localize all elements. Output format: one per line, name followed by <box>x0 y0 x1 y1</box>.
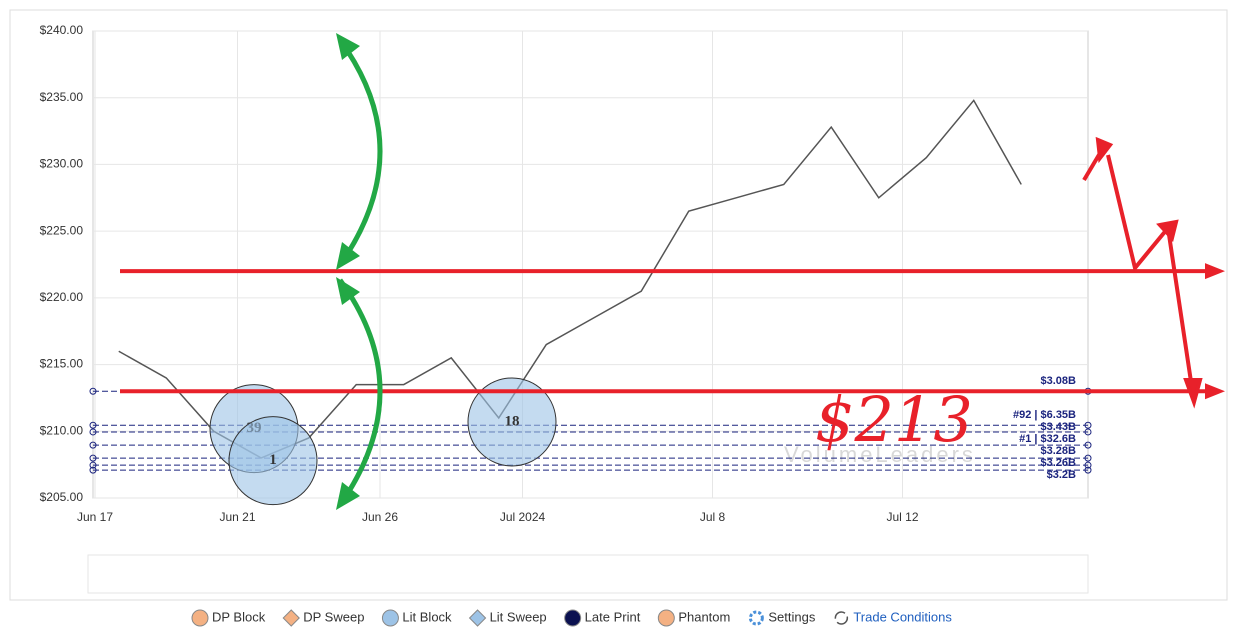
level-marker <box>89 428 97 436</box>
x-tick-label: Jun 21 <box>219 510 255 524</box>
legend-button[interactable]: Settings <box>768 609 815 624</box>
x-tick-label: Jul 8 <box>700 510 726 524</box>
legend-icon <box>834 611 849 625</box>
y-tick-label: $230.00 <box>40 157 84 171</box>
level-label: #1 | $32.6B <box>1019 433 1076 445</box>
level-marker <box>1084 454 1092 462</box>
arc <box>337 278 383 507</box>
legend-icon <box>748 610 764 626</box>
legend-item: DP Block <box>212 609 266 624</box>
legend-icon <box>282 609 300 627</box>
trade-bubble <box>467 377 557 467</box>
level-label: #92 | $6.35B <box>1013 409 1076 421</box>
legend-item: Late Print <box>585 609 641 624</box>
watermark: VolumeLeaders <box>784 442 976 467</box>
legend-icon <box>564 609 582 627</box>
frame <box>9 9 1228 601</box>
level-marker <box>1084 466 1092 474</box>
annotation-arrowhead <box>1205 383 1225 400</box>
level-marker <box>89 454 97 462</box>
legend: DP Block DP Sweep Lit Block Lit Sweep Late P… <box>191 609 952 627</box>
level-marker <box>1084 461 1092 469</box>
arc <box>337 38 383 267</box>
legend-icon <box>191 609 209 627</box>
annotation-arrowhead <box>1205 263 1225 280</box>
x-tick-label: Jul 12 <box>886 510 918 524</box>
trade-rank: 18 <box>505 413 520 429</box>
level-marker <box>89 421 97 429</box>
x-tick-label: Jun 26 <box>362 510 398 524</box>
level-label: $3.26B <box>1041 457 1077 469</box>
legend-icon <box>657 609 675 627</box>
level-marker <box>89 387 97 395</box>
y-tick-label: $210.00 <box>40 423 84 437</box>
level-label: $3.08B <box>1041 375 1077 387</box>
y-tick-label: $225.00 <box>40 223 84 237</box>
green-arrows <box>336 33 383 510</box>
trade-bubble <box>228 416 318 506</box>
legend-item: Lit Block <box>402 609 452 624</box>
level-marker <box>1084 441 1092 449</box>
x-tick-label: Jul 2024 <box>500 510 546 524</box>
legend-item: DP Sweep <box>303 609 364 624</box>
trade-rank: 1 <box>269 452 277 468</box>
legend-item: Phantom <box>678 609 730 624</box>
legend-icon <box>381 609 399 627</box>
legend-item: Lit Sweep <box>490 609 547 624</box>
y-tick-label: $235.00 <box>40 90 84 104</box>
annotation-text: $213 <box>815 383 973 456</box>
plot: $205.00 $210.00 $215.00 $220.00 $225.00 $230.… <box>40 23 1225 524</box>
red-arrows <box>1082 136 1203 409</box>
legend-icon <box>468 609 487 627</box>
level-marker <box>89 461 97 469</box>
y-tick-label: $205.00 <box>40 490 84 504</box>
level-marker <box>89 466 97 474</box>
legend-button[interactable]: Trade Conditions <box>853 609 952 624</box>
y-tick-label: $220.00 <box>40 290 84 304</box>
y-tick-label: $240.00 <box>40 23 84 37</box>
level-label: $3.28B <box>1041 445 1077 457</box>
level-label: $3.43B <box>1041 421 1077 433</box>
level-marker <box>89 441 97 449</box>
level-marker <box>1084 421 1092 429</box>
level-label: $3.2B <box>1047 469 1076 481</box>
x-tick-label: Jun 17 <box>77 510 113 524</box>
zigzag <box>1106 154 1195 396</box>
level-marker <box>1084 428 1092 436</box>
arrowheads <box>1095 136 1203 409</box>
y-tick-label: $215.00 <box>40 357 84 371</box>
navigator <box>87 554 1089 594</box>
